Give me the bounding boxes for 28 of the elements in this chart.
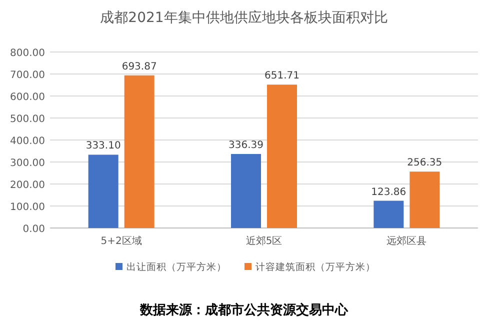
chart-title: 成都2021年集中供地供应地块各板块面积对比 [100, 10, 388, 26]
y-tick-label: 400.00 [10, 136, 45, 147]
bar [267, 84, 297, 228]
x-tick-label: 5+2区域 [100, 235, 142, 247]
y-tick-label: 800.00 [10, 48, 45, 59]
source-note: 数据来源：成都市公共资源交易中心 [139, 302, 349, 318]
y-tick-label: 300.00 [10, 158, 45, 169]
x-tick-label: 近郊5区 [246, 235, 282, 247]
bar [374, 200, 404, 228]
y-tick-label: 0.00 [22, 224, 45, 235]
data-label: 336.39 [228, 140, 264, 151]
bar [231, 154, 261, 228]
data-label: 333.10 [86, 140, 121, 152]
x-tick-label: 远郊区县 [386, 235, 427, 247]
y-tick-label: 100.00 [10, 202, 45, 213]
data-label: 651.71 [264, 70, 300, 82]
legend-label: 出让面积（万平方米） [126, 261, 226, 273]
bar [88, 154, 118, 228]
y-tick-label: 200.00 [10, 180, 45, 191]
legend-label: 计容建筑面积（万平方米） [256, 261, 376, 273]
y-tick-label: 700.00 [10, 70, 45, 81]
data-label: 123.86 [371, 186, 406, 198]
data-label: 256.35 [407, 158, 442, 169]
y-tick-label: 500.00 [10, 114, 45, 125]
bar [410, 172, 440, 228]
y-tick-label: 600.00 [10, 92, 45, 103]
bar [124, 75, 154, 228]
data-label: 693.87 [122, 61, 157, 72]
